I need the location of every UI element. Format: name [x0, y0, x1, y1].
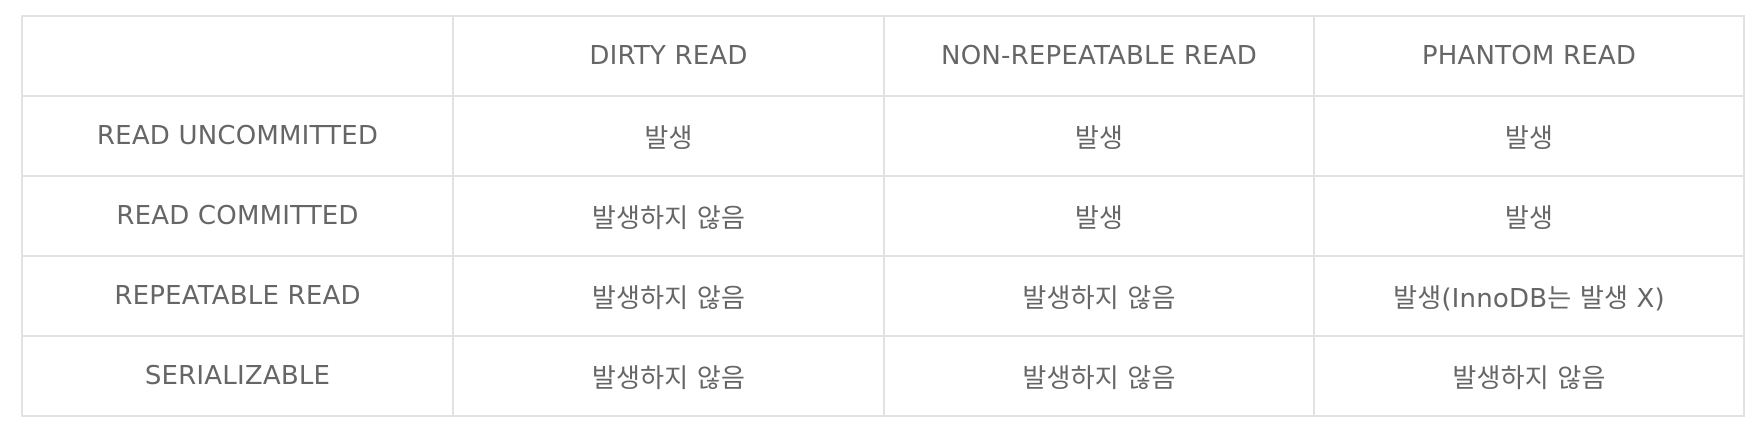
table-cell: 발생 — [1313, 175, 1745, 257]
table-row: REPEATABLE READ 발생하지 않음 발생하지 않음 발생(InnoD… — [21, 255, 1745, 337]
header-cell-dirty-read: DIRTY READ — [452, 15, 885, 97]
table-row: READ COMMITTED 발생하지 않음 발생 발생 — [21, 175, 1745, 257]
table-cell: 발생 — [883, 95, 1315, 177]
header-row: DIRTY READ NON-REPEATABLE READ PHANTOM R… — [21, 15, 1745, 97]
row-label-serializable: SERIALIZABLE — [21, 335, 454, 417]
table-cell: 발생하지 않음 — [452, 255, 885, 337]
table-cell: 발생(InnoDB는 발생 X) — [1313, 255, 1745, 337]
table-cell: 발생하지 않음 — [883, 335, 1315, 417]
header-cell-non-repeatable-read: NON-REPEATABLE READ — [883, 15, 1315, 97]
table-row: READ UNCOMMITTED 발생 발생 발생 — [21, 95, 1745, 177]
table-cell: 발생 — [452, 95, 885, 177]
table-cell: 발생하지 않음 — [1313, 335, 1745, 417]
table-cell: 발생 — [883, 175, 1315, 257]
table-cell: 발생하지 않음 — [452, 335, 885, 417]
header-cell-phantom-read: PHANTOM READ — [1313, 15, 1745, 97]
row-label-repeatable-read: REPEATABLE READ — [21, 255, 454, 337]
table-row: SERIALIZABLE 발생하지 않음 발생하지 않음 발생하지 않음 — [21, 335, 1745, 417]
isolation-level-table-container: DIRTY READ NON-REPEATABLE READ PHANTOM R… — [21, 15, 1745, 417]
row-label-read-uncommitted: READ UNCOMMITTED — [21, 95, 454, 177]
table-cell: 발생하지 않음 — [452, 175, 885, 257]
header-cell-corner — [21, 15, 454, 97]
table-cell: 발생하지 않음 — [883, 255, 1315, 337]
table-cell: 발생 — [1313, 95, 1745, 177]
isolation-level-table: DIRTY READ NON-REPEATABLE READ PHANTOM R… — [21, 15, 1745, 417]
row-label-read-committed: READ COMMITTED — [21, 175, 454, 257]
